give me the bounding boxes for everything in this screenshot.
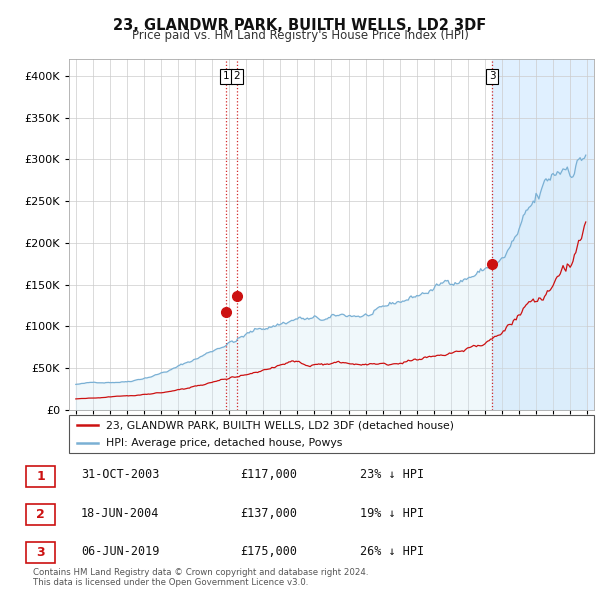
Text: 3: 3	[489, 71, 496, 81]
Text: £117,000: £117,000	[240, 468, 297, 481]
Text: 2: 2	[36, 508, 45, 521]
Bar	[492, 59, 596, 410]
Text: £175,000: £175,000	[240, 545, 297, 558]
Text: HPI: Average price, detached house, Powys: HPI: Average price, detached house, Powy…	[106, 438, 342, 448]
Text: 18-JUN-2004: 18-JUN-2004	[81, 507, 160, 520]
Text: 06-JUN-2019: 06-JUN-2019	[81, 545, 160, 558]
Text: 23% ↓ HPI: 23% ↓ HPI	[360, 468, 424, 481]
Text: Contains HM Land Registry data © Crown copyright and database right 2024.
This d: Contains HM Land Registry data © Crown c…	[33, 568, 368, 587]
Text: Price paid vs. HM Land Registry's House Price Index (HPI): Price paid vs. HM Land Registry's House …	[131, 30, 469, 42]
Text: 23, GLANDWR PARK, BUILTH WELLS, LD2 3DF (detached house): 23, GLANDWR PARK, BUILTH WELLS, LD2 3DF …	[106, 420, 454, 430]
Text: 31-OCT-2003: 31-OCT-2003	[81, 468, 160, 481]
Text: 19% ↓ HPI: 19% ↓ HPI	[360, 507, 424, 520]
Text: £137,000: £137,000	[240, 507, 297, 520]
Text: 2: 2	[234, 71, 241, 81]
Text: 1: 1	[36, 470, 45, 483]
Text: 26% ↓ HPI: 26% ↓ HPI	[360, 545, 424, 558]
Text: 3: 3	[36, 546, 45, 559]
Text: 1: 1	[223, 71, 230, 81]
Text: 23, GLANDWR PARK, BUILTH WELLS, LD2 3DF: 23, GLANDWR PARK, BUILTH WELLS, LD2 3DF	[113, 18, 487, 32]
